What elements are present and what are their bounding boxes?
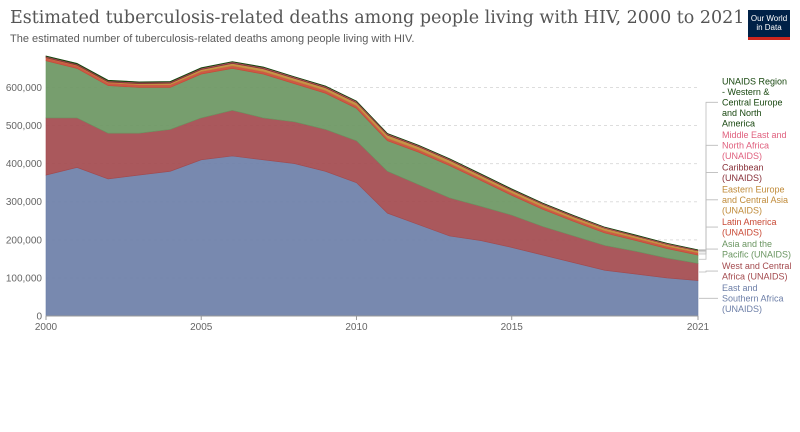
series-label[interactable]: Caribbean (UNAIDS) [722,163,764,184]
series-label[interactable]: Asia and the Pacific (UNAIDS) [722,239,791,260]
chart-subtitle: The estimated number of tuberculosis-rel… [10,33,415,45]
legend-connector [699,199,718,253]
y-tick-label: 100,000 [6,273,43,284]
y-tick-label: 400,000 [6,159,43,170]
series-label[interactable]: UNAIDS Region - Western & Central Europe an… [722,77,787,129]
y-tick-label: 200,000 [6,235,43,246]
x-tick-label: 2000 [35,322,58,333]
y-tick-label: 0 [36,312,42,323]
logo-line-1: Our World [750,14,788,23]
legend-connector [699,270,718,273]
x-tick-label: 2015 [501,322,524,333]
legend-connector [699,144,718,251]
x-tick-label: 2005 [190,322,213,333]
y-tick-label: 600,000 [6,83,43,94]
x-tick-label: 2021 [687,322,710,333]
series-label[interactable]: Latin America (UNAIDS) [722,217,777,238]
series-label[interactable]: Eastern Europe and Central Asia (UNAIDS) [722,185,788,216]
series-label[interactable]: East and Southern Africa (UNAIDS) [722,283,784,314]
series-label[interactable]: West and Central Africa (UNAIDS) [722,261,791,282]
y-tick-label: 500,000 [6,121,43,132]
series-label[interactable]: Middle East and North Africa (UNAIDS) [722,130,787,161]
chart-title: Estimated tuberculosis-related deaths am… [10,8,745,28]
y-tick-label: 300,000 [6,197,43,208]
legend-connector [699,172,718,252]
x-tick-label: 2010 [345,322,368,333]
owid-logo[interactable]: Our World in Data [748,10,790,40]
legend-connector [699,101,718,251]
area-series[interactable] [45,55,699,251]
logo-line-2: in Data [756,23,782,32]
